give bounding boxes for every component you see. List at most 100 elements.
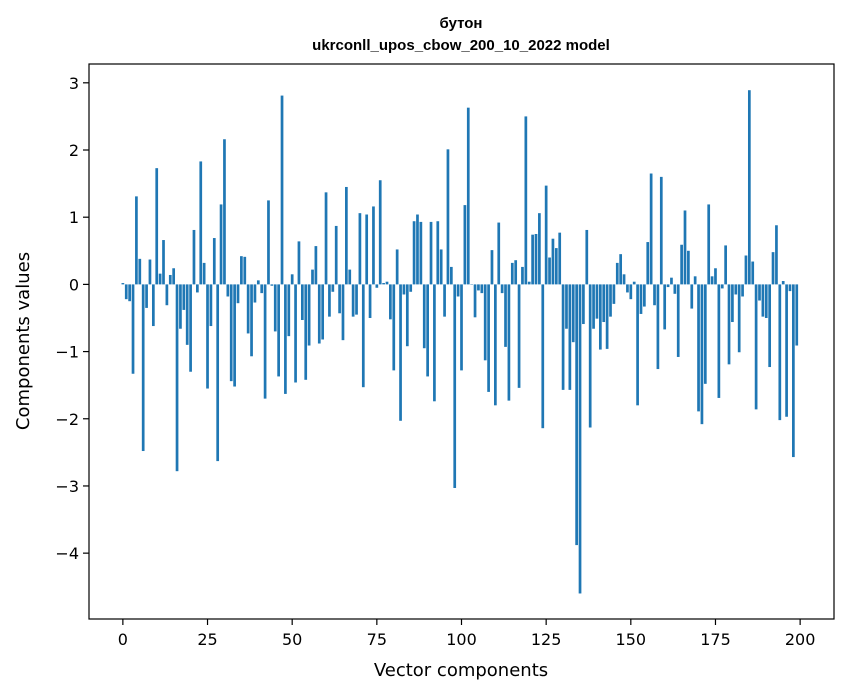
bar [460,284,463,371]
bar [358,213,362,285]
x-tick-label: 75 [367,630,387,649]
bar [714,268,717,285]
bar [754,284,758,410]
bar [267,200,270,285]
bar [256,280,260,285]
bar [219,204,223,285]
bar [758,284,761,301]
bar [490,250,494,285]
bar [653,284,656,306]
bar [646,242,650,285]
bar [619,254,623,285]
bar [595,284,599,319]
bar [148,259,152,285]
bar [504,284,507,347]
bar [412,221,416,285]
bar [331,284,335,292]
bar [483,284,487,361]
bar [683,210,687,285]
bar [507,284,511,401]
bar [402,284,406,295]
bar [439,249,443,285]
bar [615,262,619,285]
x-tick-label: 50 [282,630,302,649]
bar [541,284,545,429]
bar [317,284,321,344]
bar [720,284,724,289]
bar [405,284,409,347]
bar [578,284,582,594]
bar [172,268,176,285]
bar [446,149,450,285]
bar [734,284,738,295]
bar [663,284,667,330]
bar [345,186,348,285]
bar [524,116,528,285]
bar [609,284,612,317]
bar [548,257,551,285]
bar [128,284,131,302]
bar [558,232,562,285]
bar [680,244,683,285]
bar [494,284,497,406]
bar [788,284,792,292]
bar [768,284,772,368]
y-axis-ticks: 3 2 1 0 −1 −2 −3 −4 [55,74,89,563]
bar [372,206,375,285]
bars-group [121,90,799,594]
bar [778,284,782,421]
bar [246,284,250,334]
bar [240,256,243,285]
bar [429,221,433,285]
bar [747,90,751,285]
bar [284,284,287,394]
bar [253,284,257,303]
bar [426,284,429,377]
bar [155,168,159,285]
x-tick-label: 150 [616,630,647,649]
y-tick-label: −4 [55,544,79,563]
y-tick-label: 0 [69,275,79,294]
bar [399,284,402,421]
bar [175,284,179,472]
bar [473,284,477,318]
bar [453,284,457,488]
bar [392,284,396,371]
bar [707,204,711,285]
bar [436,221,440,285]
bar [307,284,311,346]
bar [145,284,148,308]
bar [196,284,199,293]
bar [263,284,267,399]
bar [273,284,277,332]
y-tick-label: −2 [55,410,79,429]
bar [162,240,165,285]
x-tick-label: 0 [118,630,128,649]
bar [775,225,778,285]
bar [378,180,382,285]
y-tick-label: 1 [69,208,79,227]
bar [212,238,216,285]
bar [670,277,673,285]
bar [287,284,291,337]
bar [409,284,413,292]
bar [717,284,721,398]
bar [158,273,162,285]
bar [236,284,240,304]
bar [517,284,521,388]
bar [131,284,135,374]
bar [676,284,680,357]
bar [338,284,341,314]
bar [124,284,128,300]
bar [521,266,524,285]
bar [382,283,385,285]
bar [456,284,460,297]
x-tick-label: 125 [531,630,562,649]
bar [785,284,788,417]
bar [192,229,196,285]
bar [277,284,280,377]
bar [182,284,186,310]
bar [575,284,578,546]
bar [324,192,328,285]
bar [571,284,575,343]
